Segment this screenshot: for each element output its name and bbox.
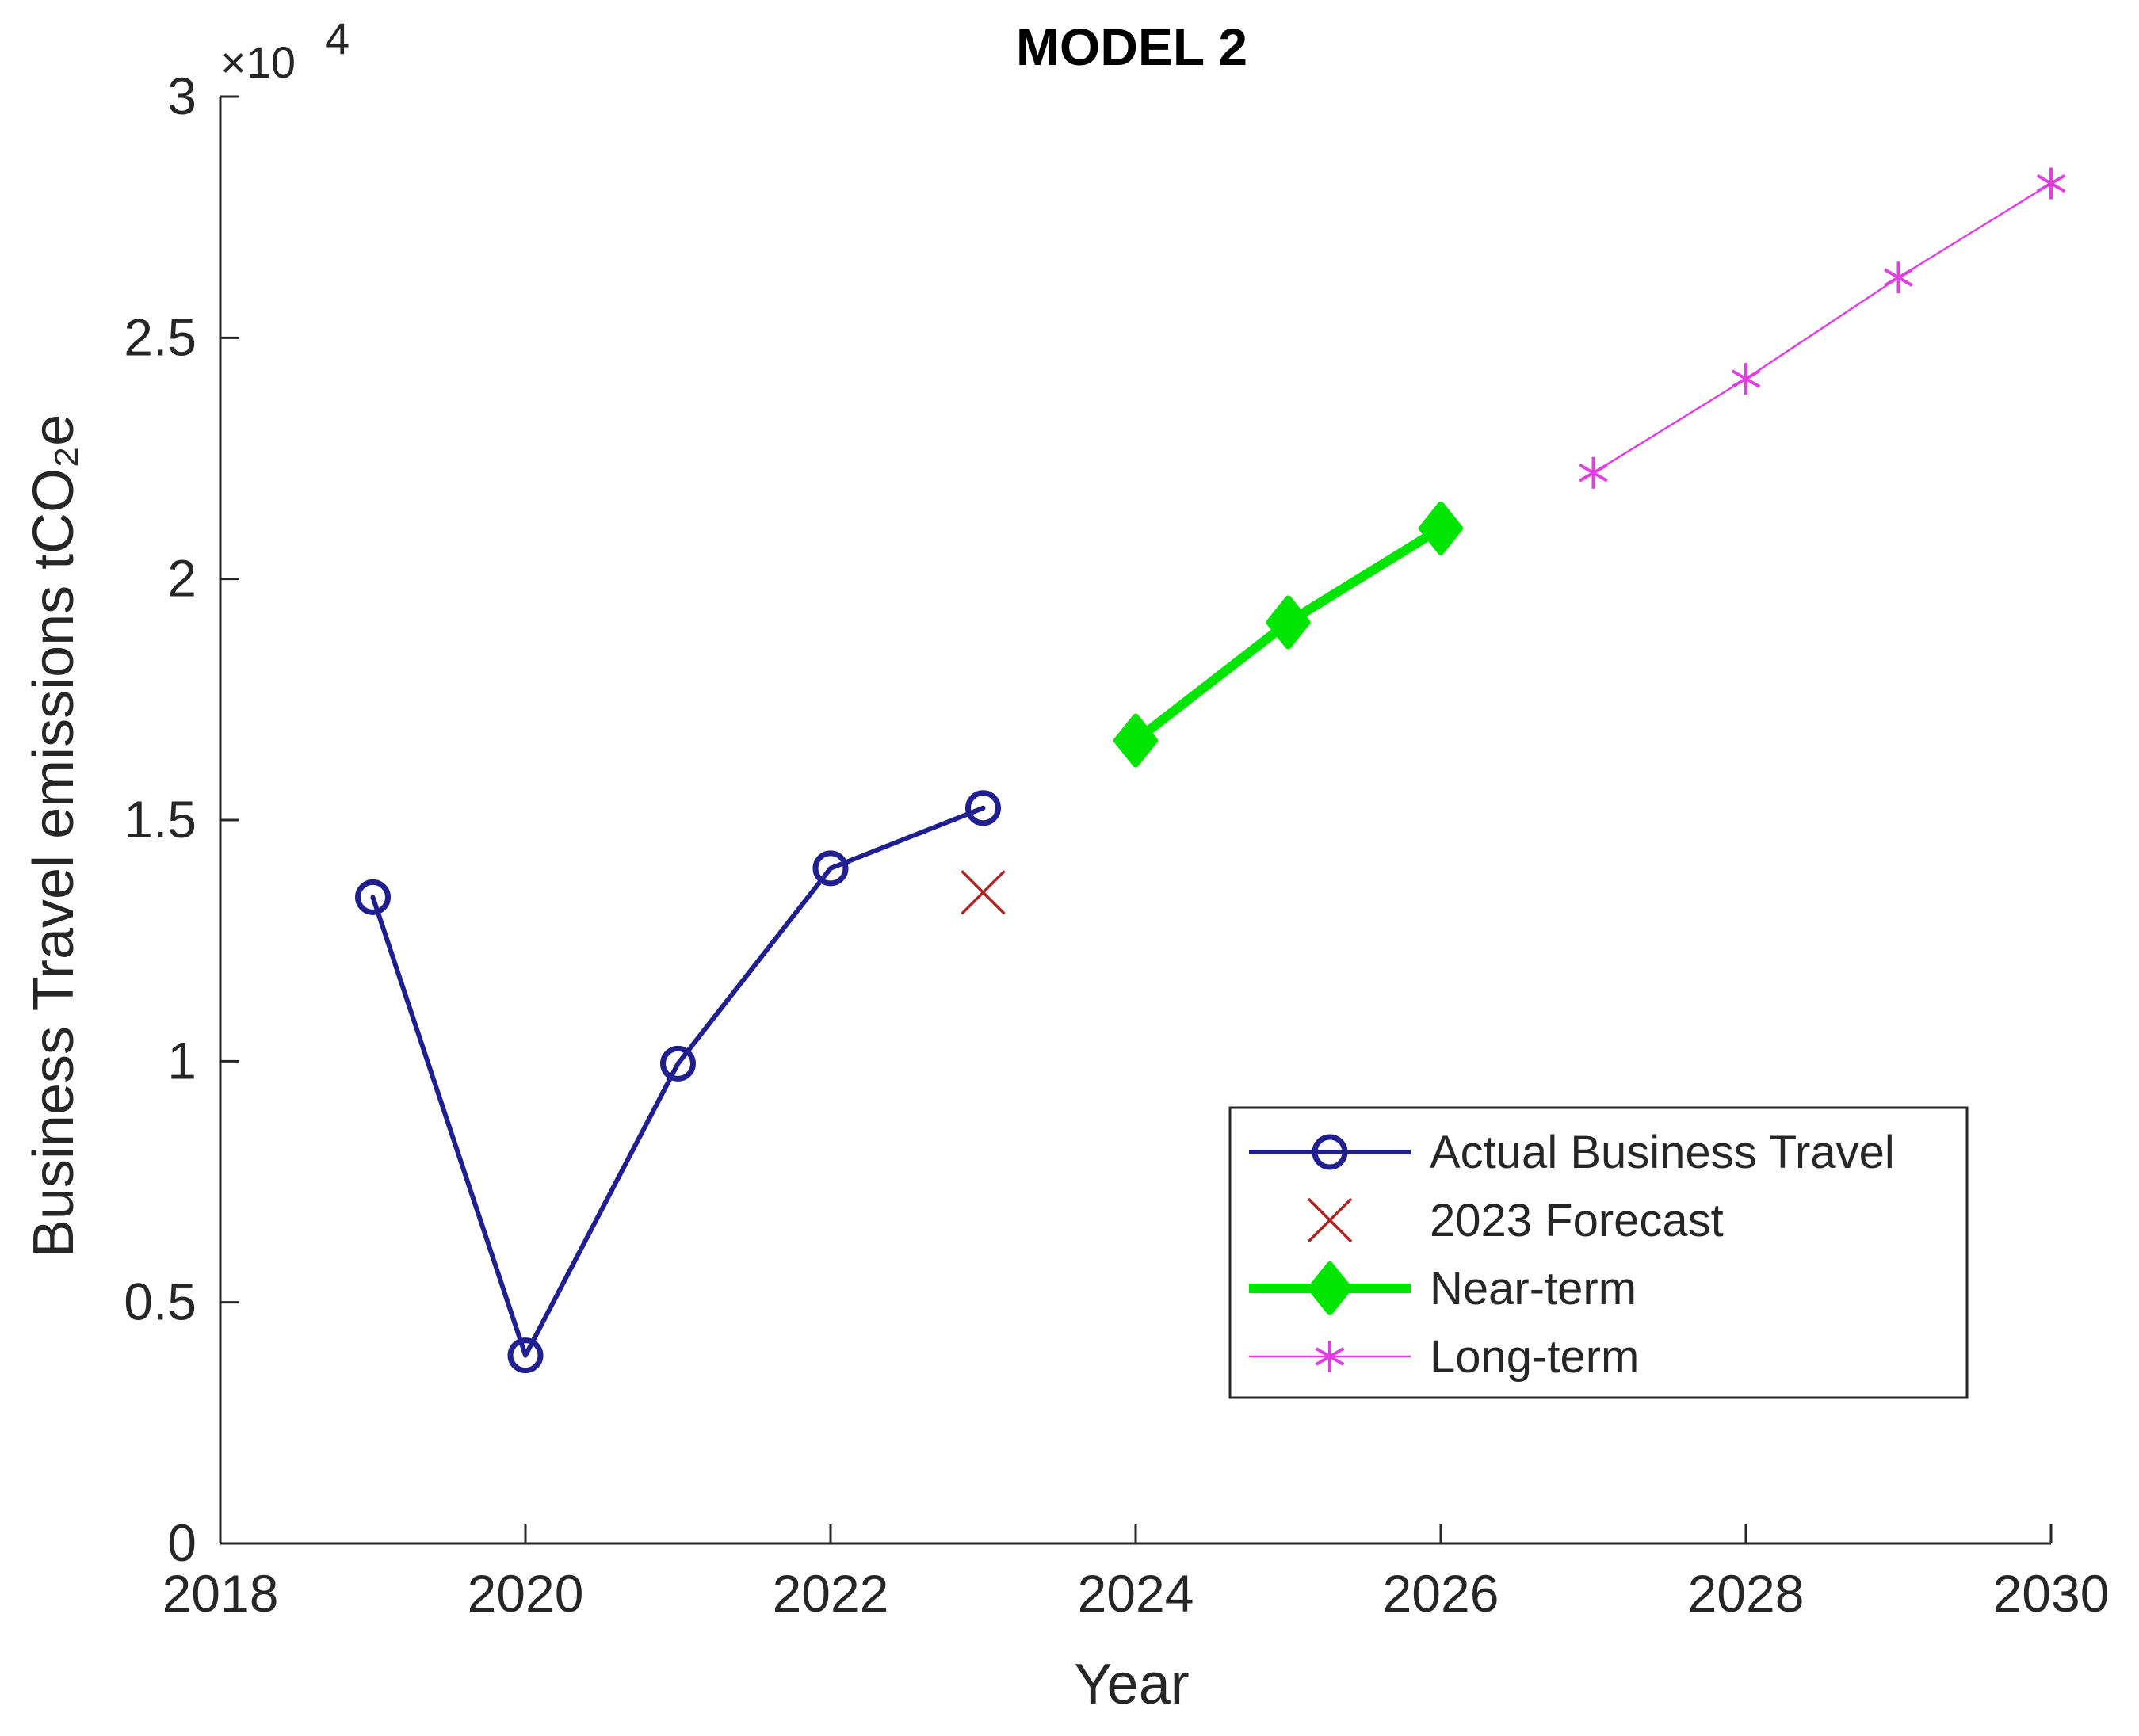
data-point: [1579, 456, 1608, 489]
asterisk-stroke: [1731, 369, 1761, 388]
data-point: [1113, 713, 1158, 768]
y-tick-label: 0: [167, 1513, 197, 1572]
data-point: [812, 850, 849, 887]
legend-box: [1228, 1106, 1969, 1399]
x-tick-label: 2028: [1688, 1564, 1805, 1623]
y-tick-label: 1: [167, 1031, 197, 1089]
series-2023-forecast: [961, 870, 1006, 915]
y-axis-multiplier-exponent: 4: [325, 13, 349, 63]
x-axis-title: Year: [1074, 1653, 1189, 1716]
data-point: [507, 1337, 544, 1374]
y-axis-title: Business Travel emissions tCO₂e: [22, 414, 86, 1257]
data-point: [1731, 363, 1761, 395]
x-tick-label: 2026: [1383, 1564, 1499, 1623]
asterisk-stroke: [2036, 174, 2066, 193]
asterisk-stroke: [1884, 268, 1913, 287]
y-axis-multiplier: ×10: [220, 37, 296, 87]
legend-entry: Actual Business Travel: [1249, 1127, 1895, 1178]
data-point: [660, 1045, 696, 1082]
legend: Actual Business Travel 2023 Forecast Near-…: [1228, 1106, 1969, 1399]
legend-label: Actual Business Travel: [1430, 1127, 1895, 1178]
asterisk-stroke: [1315, 1347, 1345, 1366]
series-line: [1592, 182, 2053, 475]
series-actual-business-travel: [355, 790, 1001, 1374]
y-tick-label: 1.5: [124, 790, 197, 849]
x-tick-label: 2022: [773, 1564, 889, 1623]
legend-swatch-marker: [1307, 1197, 1353, 1243]
series-line: [370, 805, 986, 1358]
axes: 2018 2020 2022 2024 2026 2028 2030 0 0.5 1 1.5 2 2.5…: [124, 13, 2109, 1623]
series-layer: [355, 167, 2066, 1374]
y-tick-label: 2: [167, 549, 197, 608]
x-tick-label: 2018: [162, 1564, 279, 1623]
series-long-term: [1579, 167, 2066, 489]
legend-entry: Near-term: [1249, 1261, 1637, 1315]
data-point: [961, 870, 1006, 915]
legend-swatch-marker: [1308, 1261, 1352, 1315]
x-marker-stroke: [1307, 1197, 1353, 1243]
legend-label: Near-term: [1430, 1263, 1637, 1314]
x-tick-label: 2030: [1993, 1564, 2110, 1623]
x-tick-label: 2020: [468, 1564, 584, 1623]
data-point: [965, 790, 1001, 826]
x-tick-label: 2024: [1078, 1564, 1194, 1623]
asterisk-stroke: [1579, 464, 1608, 483]
y-tick-label: 0.5: [124, 1272, 197, 1331]
chart-title: MODEL 2: [1016, 17, 1247, 76]
legend-entry: 2023 Forecast: [1307, 1195, 1724, 1246]
legend-swatch-marker: [1315, 1341, 1345, 1372]
legend-swatch-marker: [1312, 1134, 1348, 1170]
y-tick-label: 3: [167, 67, 197, 125]
data-point: [2036, 167, 2066, 200]
data-point: [1419, 501, 1463, 555]
legend-label: 2023 Forecast: [1430, 1195, 1724, 1246]
data-point: [1266, 595, 1311, 650]
data-point: [1884, 261, 1913, 294]
series-near-term: [1113, 501, 1463, 768]
data-point: [355, 879, 391, 915]
y-tick-label: 2.5: [124, 307, 197, 366]
x-marker-stroke: [961, 870, 1006, 915]
legend-entry: Long-term: [1249, 1331, 1639, 1383]
legend-label: Long-term: [1430, 1331, 1639, 1383]
